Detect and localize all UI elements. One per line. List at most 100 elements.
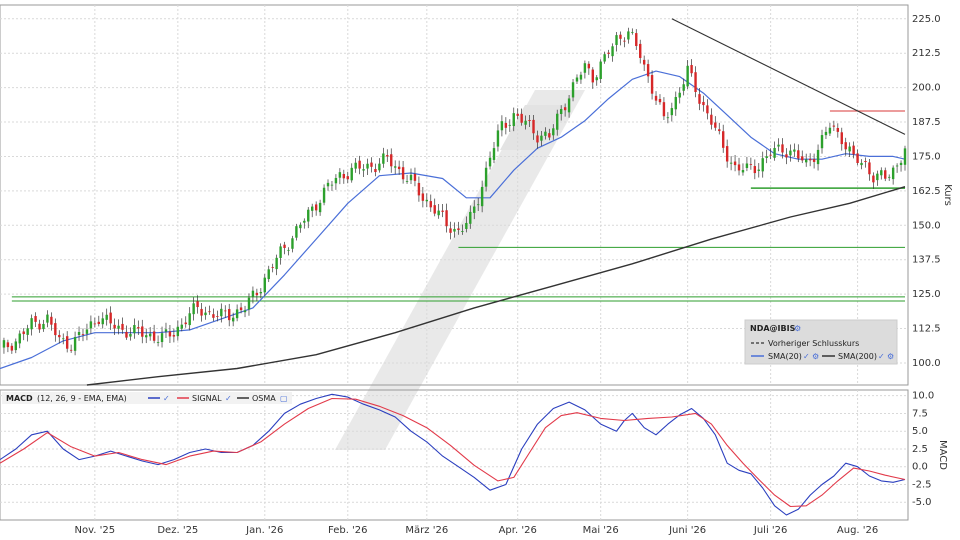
candle-body: [674, 96, 677, 110]
macd-dropdown-icon[interactable]: ✓: [163, 394, 170, 403]
candle-body: [765, 156, 768, 158]
x-tick-label: Dez. '25: [157, 525, 198, 536]
macd-panel: -5.0 -2.5 0.0 2.5 5.0 7.5 10.0 MACD MACD (12, …: [0, 389, 948, 521]
macd-ytick-label: 7.5: [912, 408, 928, 419]
candle-body: [176, 326, 180, 337]
candle-body: [93, 323, 97, 325]
candle-body: [552, 128, 555, 136]
candle-body: [148, 333, 152, 337]
candle-body: [42, 323, 45, 330]
candle-body: [54, 323, 57, 336]
candle-body: [374, 168, 377, 173]
macd-ytick-label: -5.0: [912, 497, 932, 508]
candle-body: [243, 310, 247, 313]
price-ytick-label: 162.5: [912, 186, 941, 197]
osma-toggle-icon[interactable]: ▢: [280, 394, 288, 403]
candle-body: [453, 228, 456, 232]
candle-body: [789, 150, 792, 156]
x-tick-label: Apr. '26: [499, 525, 537, 536]
candle-body: [247, 297, 251, 310]
macd-ytick-label: -2.5: [912, 479, 932, 490]
candle-body: [864, 161, 867, 163]
candle-body: [129, 333, 132, 337]
macd-ytick-label: 0.0: [912, 462, 928, 473]
legend-title: NDA@IBIS: [750, 324, 796, 333]
candle-body: [599, 61, 602, 79]
candle-body: [745, 163, 749, 168]
candle-body: [844, 142, 847, 150]
candle-body: [544, 131, 547, 136]
signal-label: SIGNAL: [192, 394, 222, 403]
candle-body: [832, 125, 836, 127]
candle-body: [484, 167, 488, 187]
candle-body: [291, 238, 294, 249]
candle-body: [520, 113, 523, 123]
candle-body: [591, 69, 594, 83]
sma20-settings-icon[interactable]: ⚙: [812, 352, 819, 361]
price-ytick-label: 150.0: [912, 220, 941, 231]
watermark-stroke: [335, 90, 585, 450]
candle-body: [465, 222, 468, 229]
candle-body: [548, 133, 551, 138]
candle-body: [224, 310, 227, 312]
candle-body: [496, 130, 500, 147]
candle-body: [682, 84, 685, 91]
legend-prev-close: Vorheriger Schlusskurs: [768, 339, 859, 348]
candle-body: [133, 325, 136, 334]
candle-body: [733, 161, 737, 166]
candle-body: [378, 163, 381, 171]
candle-body: [852, 145, 855, 155]
candle-body: [69, 349, 73, 351]
candle-body: [662, 102, 666, 117]
candle-body: [235, 309, 239, 319]
candle-body: [627, 31, 630, 40]
candle-body: [65, 336, 69, 349]
candle-body: [58, 334, 61, 338]
candle-body: [635, 33, 638, 47]
candle-body: [62, 338, 65, 340]
candle-body: [342, 173, 346, 179]
candle-body: [299, 224, 302, 229]
candle-body: [461, 231, 464, 232]
candle-body: [413, 173, 417, 181]
candle-body: [801, 156, 804, 161]
sma200-settings-icon[interactable]: ⚙: [887, 352, 894, 361]
candle-body: [773, 147, 776, 158]
candle-body: [595, 77, 598, 81]
candle-body: [899, 162, 903, 166]
sma200-dropdown-icon[interactable]: ✓: [878, 352, 885, 361]
candle-body: [370, 162, 373, 167]
candle-body: [188, 313, 191, 326]
price-ytick-label: 225.0: [912, 14, 941, 25]
candle-body: [476, 204, 480, 206]
candle-body: [417, 182, 421, 196]
candle-body: [678, 92, 681, 98]
candle-body: [710, 114, 713, 125]
price-ytick-label: 187.5: [912, 117, 941, 128]
candle-body: [619, 34, 622, 39]
sma200-line: [86, 186, 906, 386]
candle-body: [686, 65, 689, 87]
candle-body: [216, 316, 219, 317]
candle-body: [457, 228, 460, 230]
candle-body: [346, 176, 349, 180]
candle-body: [805, 159, 808, 163]
sma20-dropdown-icon[interactable]: ✓: [803, 352, 810, 361]
settings-icon[interactable]: ⚙: [794, 324, 801, 333]
candle-body: [615, 35, 618, 45]
candle-body: [81, 334, 85, 335]
candle-body: [295, 226, 298, 238]
candle-body: [18, 333, 21, 344]
candle-body: [658, 98, 662, 103]
candle-body: [26, 328, 29, 335]
signal-dropdown-icon[interactable]: ✓: [225, 394, 232, 403]
x-tick-label: Nov. '25: [75, 525, 116, 536]
candle-body: [785, 154, 788, 158]
candle-body: [164, 329, 168, 332]
macd-lines: [0, 393, 906, 516]
price-ylabel: Kurs: [942, 184, 953, 206]
candle-body: [540, 135, 543, 141]
candle-body: [587, 63, 591, 69]
candle-body: [524, 120, 527, 125]
candle-body: [421, 193, 425, 201]
